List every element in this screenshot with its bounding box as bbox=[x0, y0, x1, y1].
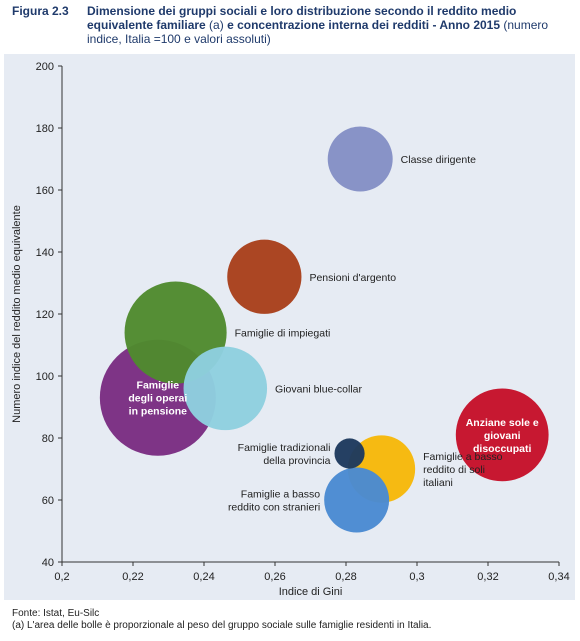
source-note: Fonte: Istat, Eu-Silc bbox=[12, 608, 100, 619]
title-bold-part-1: Dimensione dei gruppi sociali e loro dis… bbox=[87, 4, 517, 32]
figure-label: Figura 2.3 bbox=[12, 4, 69, 18]
y-axis-label: Numero indice del reddito medio equivale… bbox=[11, 205, 23, 423]
bubble-label: Classe dirigente bbox=[401, 154, 476, 166]
footnote: (a) L'area delle bolle è proporzionale a… bbox=[12, 620, 432, 631]
chart-title: Dimensione dei gruppi sociali e loro dis… bbox=[87, 4, 572, 46]
y-tick-label: 180 bbox=[36, 123, 54, 135]
title-bold-part-2: e concentrazione interna dei redditi - A… bbox=[227, 18, 501, 32]
bubble bbox=[227, 239, 302, 314]
bubble-label: Famiglie a basso reddito di soli italiani bbox=[423, 451, 503, 489]
title-units: (numero indice, Italia =100 e valori ass… bbox=[87, 18, 549, 46]
bubble bbox=[455, 388, 549, 482]
x-tick-label: 0,24 bbox=[193, 571, 214, 583]
bubble-label: Pensioni d'argento bbox=[309, 272, 396, 284]
bubble-label: Famiglie di impiegati bbox=[235, 328, 331, 340]
x-tick-label: 0,26 bbox=[264, 571, 285, 583]
x-tick-label: 0,32 bbox=[477, 571, 498, 583]
x-tick-label: 0,22 bbox=[122, 571, 143, 583]
bubble bbox=[327, 126, 393, 192]
y-tick-label: 120 bbox=[36, 309, 54, 321]
bubble-label: Anziane sole e giovani disoccupati bbox=[466, 417, 539, 455]
y-tick-label: 200 bbox=[36, 61, 54, 73]
bubble bbox=[183, 346, 268, 431]
y-tick-label: 40 bbox=[42, 557, 54, 569]
figure-footer: Fonte: Istat, Eu-Silc (a) L'area delle b… bbox=[12, 608, 572, 632]
y-tick-label: 100 bbox=[36, 371, 54, 383]
bubble-label: Famiglie a basso reddito con stranieri bbox=[228, 489, 320, 514]
bubble bbox=[324, 467, 390, 533]
bubble-label: Famiglie tradizionali della provincia bbox=[238, 442, 331, 467]
y-tick-label: 160 bbox=[36, 185, 54, 197]
bubble-chart: 40 60 80 100 120 140 160 180 200 0,2 0,22 0,24 0,26 0… bbox=[11, 61, 570, 598]
bubble-label: Famiglie degli operai in pensione bbox=[128, 380, 187, 418]
title-note-marker: (a) bbox=[205, 18, 228, 32]
y-tick-label: 140 bbox=[36, 247, 54, 259]
x-axis-label: Indice di Gini bbox=[279, 586, 343, 598]
chart-panel: 40 60 80 100 120 140 160 180 200 0,2 0,22 0,24 0,26 0… bbox=[4, 54, 575, 600]
x-tick-label: 0,3 bbox=[409, 571, 424, 583]
y-tick-label: 60 bbox=[42, 495, 54, 507]
bubble bbox=[334, 438, 365, 469]
x-tick-label: 0,28 bbox=[335, 571, 356, 583]
y-tick-label: 80 bbox=[42, 433, 54, 445]
x-tick-label: 0,2 bbox=[54, 571, 69, 583]
x-tick-label: 0,34 bbox=[548, 571, 569, 583]
bubble-label: Giovani blue-collar bbox=[275, 383, 362, 395]
